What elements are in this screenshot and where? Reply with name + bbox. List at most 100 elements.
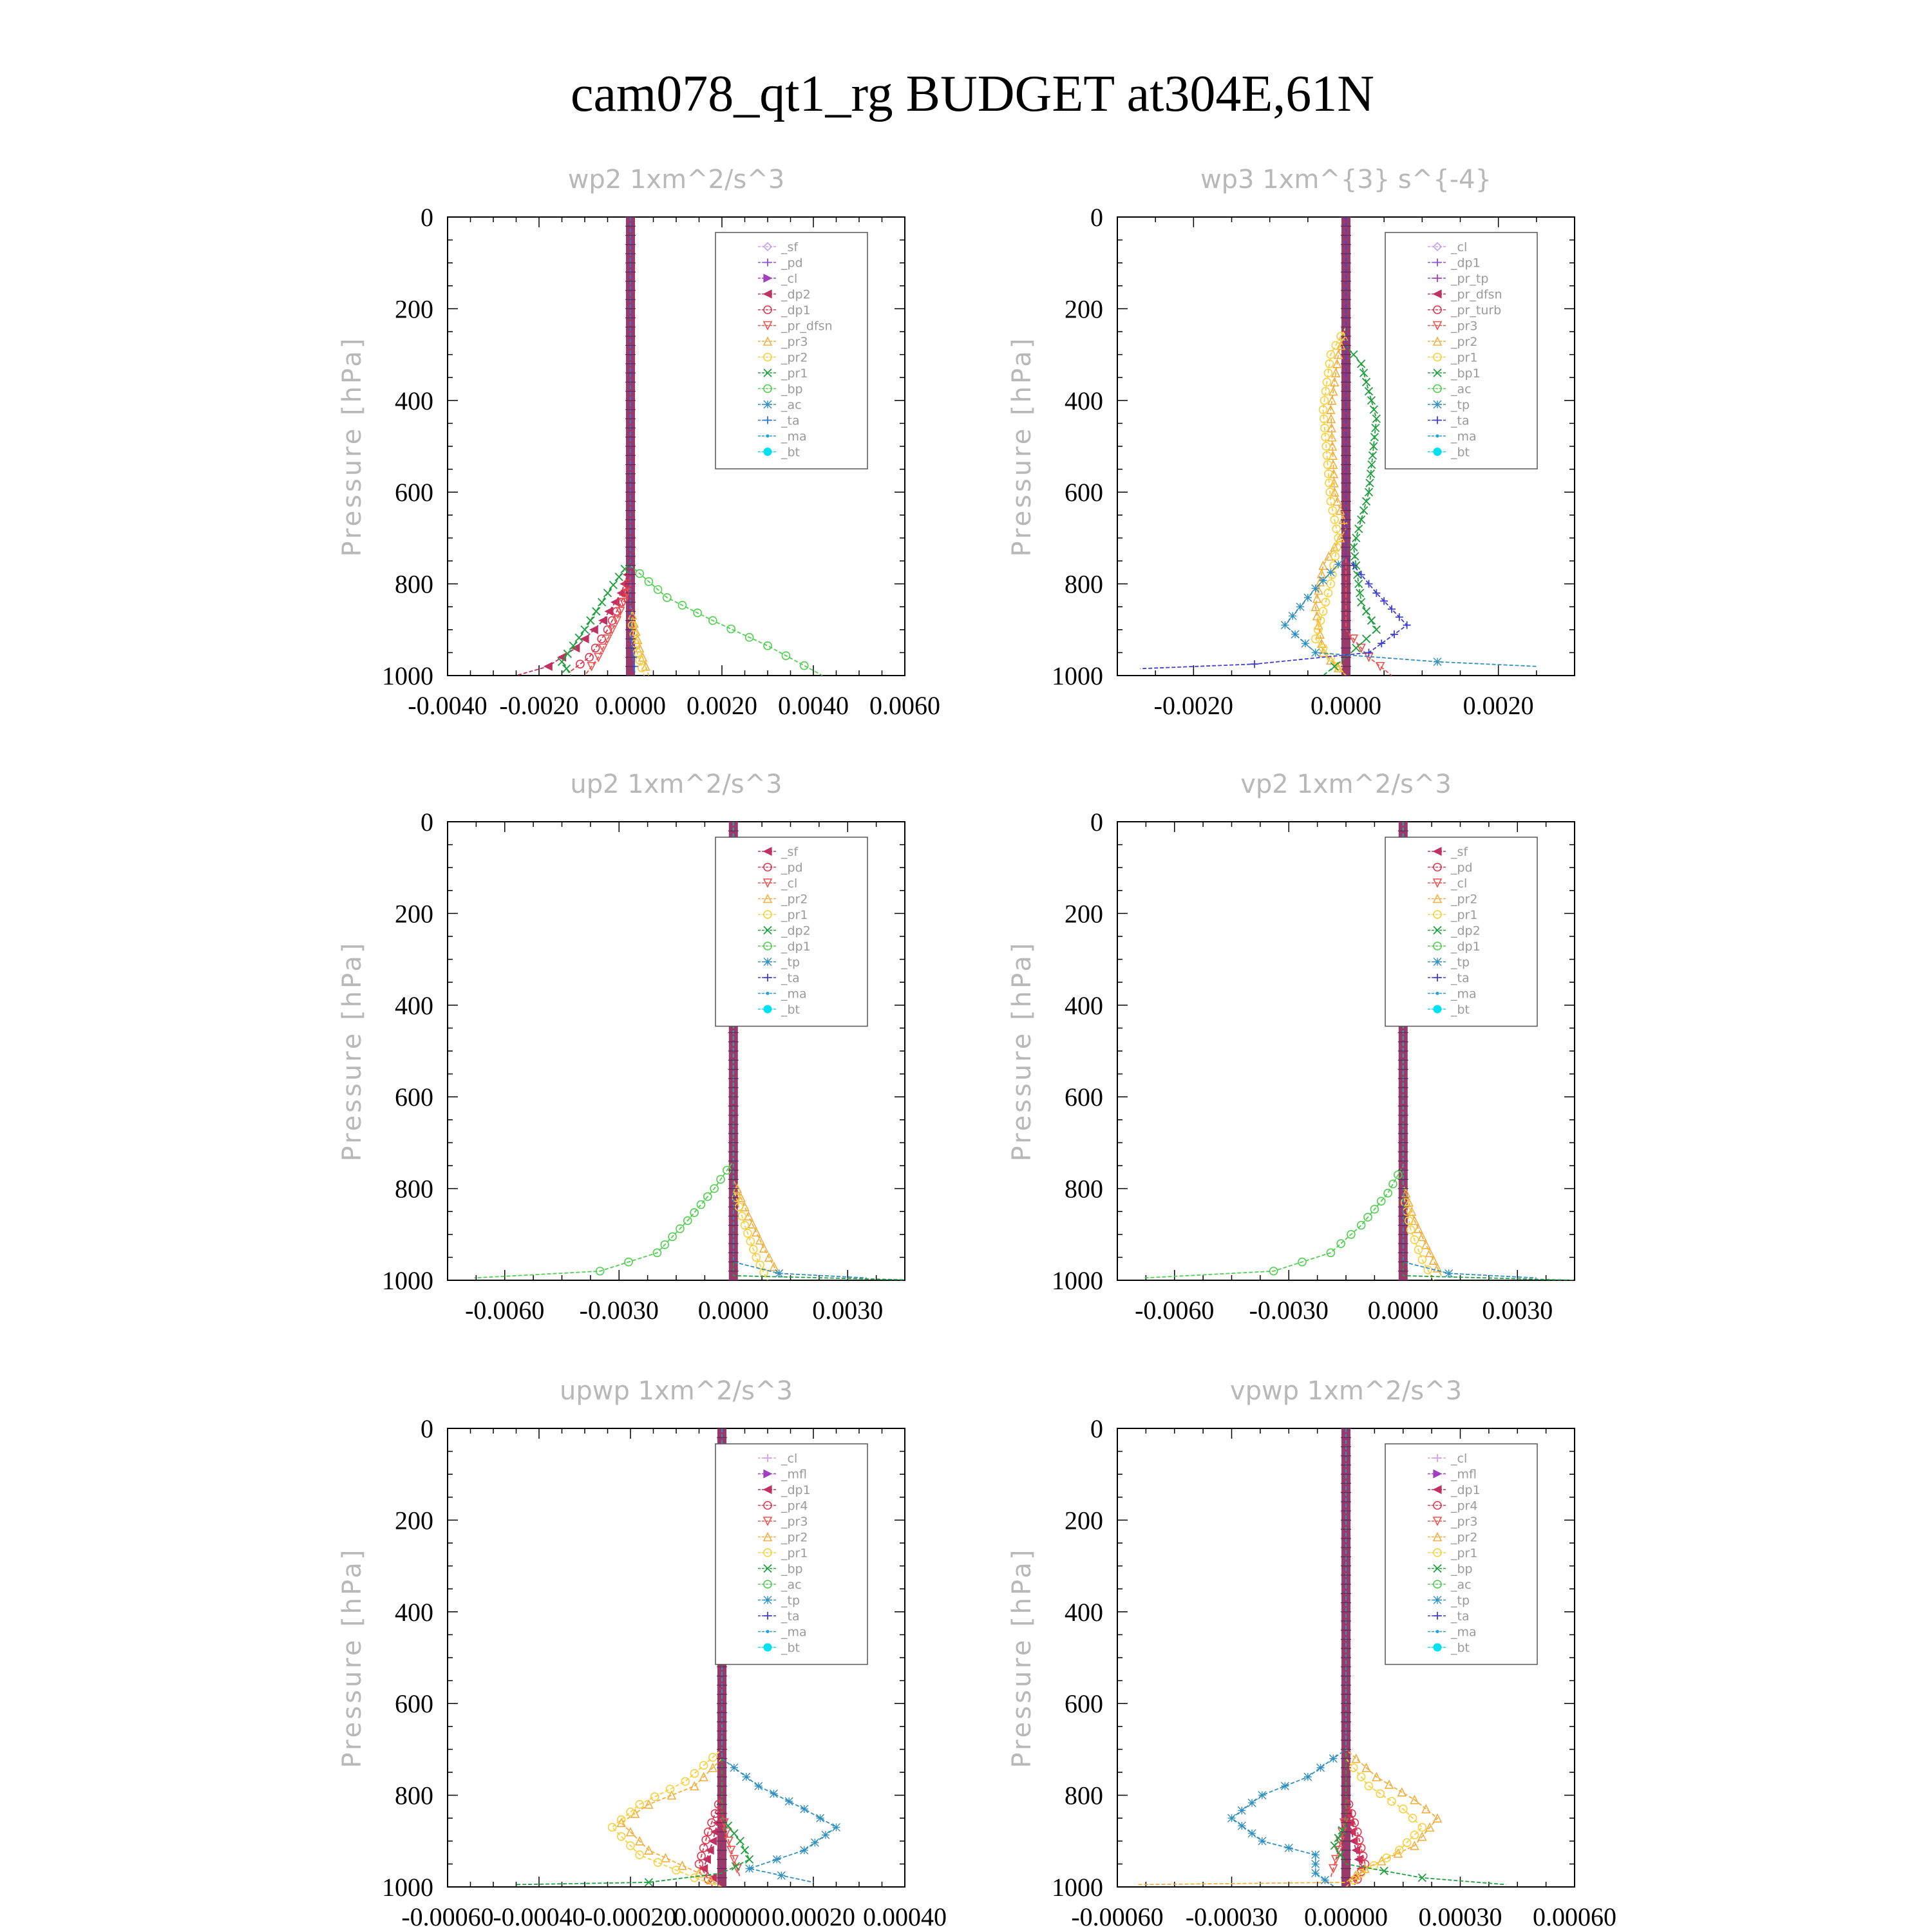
data-marker [1361,497,1371,506]
legend-marker [763,958,772,966]
legend-marker [763,942,772,951]
data-marker [1323,589,1333,598]
data-marker [1326,350,1336,359]
data-marker [1313,625,1323,634]
series-line [611,1428,723,1887]
panels: wp2 1xm^2/s^3 Pressure [hPa] 0 200 400 600 800… [337,165,1616,1931]
legend-item: _dp1 [758,1483,811,1497]
data-marker [708,1836,717,1846]
data-marker [1408,1814,1417,1823]
legend-label: _ta [1450,1609,1470,1624]
legend-item: _ma [758,1625,807,1640]
legend-marker [1434,1454,1441,1462]
legend-marker [1432,1531,1443,1542]
data-marker [607,625,617,635]
data-marker [580,625,589,634]
x-tick-label: 0.00020 [772,1902,855,1931]
y-tick-labels: 0 200 400 600 800 1000 [382,1414,433,1902]
data-marker [751,1227,761,1237]
legend-label: _bt [781,1641,800,1655]
y-tick-label: 1000 [1052,1873,1103,1902]
data-marker [562,664,571,673]
legend-label: _tp [1450,398,1470,412]
legend-box [1385,1443,1538,1665]
data-marker [635,569,645,578]
legend-marker [763,910,772,919]
data-marker [1316,1763,1325,1772]
x-tick-label: 0.00040 [863,1902,947,1931]
y-tick-label: 1000 [382,1266,433,1295]
data-marker [1388,605,1396,613]
data-marker [1382,1853,1391,1862]
legend-item: _pr1 [758,908,808,922]
legend-marker [1432,289,1442,299]
data-marker [1336,1850,1345,1859]
x-tick-labels: -0.0040 -0.0020 0.0000 0.0020 0.0040 0.0060 [408,691,940,720]
legend-label: _ac [781,1578,802,1592]
legend-label: _ta [781,1609,800,1624]
data-marker [1378,639,1386,648]
data-marker [653,1858,663,1867]
legend: _cl_mfl_dp1_pr4_pr3_pr2_pr1_bp_ac_tp_ta_… [1385,1443,1538,1665]
data-marker [690,1873,699,1882]
y-tick-labels: 0 200 400 600 800 1000 [382,203,433,690]
data-marker [1428,1255,1439,1265]
data-marker [694,1859,704,1869]
data-marker [769,1261,779,1271]
data-marker [1323,469,1333,478]
data-marker [1291,630,1300,639]
legend-item: _pr_turb [1428,303,1501,317]
data-marker [1318,643,1328,653]
data-marker [635,1800,645,1809]
legend-label: _dp2 [781,288,811,302]
legend-item: _ac [1428,383,1472,397]
legend-label: _dp2 [781,924,811,938]
data-marker [1349,634,1359,644]
legend-label: _cl [781,1452,797,1466]
panel-title: wp3 1xm^{3} s^{-4} [1200,165,1492,194]
data-marker [677,601,687,610]
legend-label: _pd [1450,861,1473,875]
figure-title: cam078_qt1_rg BUDGET at304E,61N [571,66,1374,122]
data-marker [1352,1827,1362,1837]
legend-label: _pr1 [781,908,808,922]
data-marker [1303,593,1312,602]
y-tick-label: 600 [395,1689,433,1718]
legend-label: _ta [781,971,800,985]
legend-item: _pd [758,861,803,875]
data-marker [800,661,809,670]
data-marker [1330,1841,1339,1850]
data-marker [1384,1779,1394,1789]
data-marker [681,1777,690,1786]
data-marker [1336,1239,1345,1248]
data-marker [1320,423,1329,433]
legend-marker [762,847,772,856]
zero-line-markers [1341,217,1351,676]
data-marker [1316,569,1327,578]
data-marker [1370,1204,1379,1214]
data-marker [1354,524,1363,533]
x-tick-label: -0.00020 [584,1902,676,1931]
data-marker [1372,1772,1381,1781]
data-marker [1327,395,1337,405]
data-marker [1364,1781,1374,1791]
data-marker [1284,1843,1293,1852]
legend-marker [763,368,772,377]
data-marker [1237,1821,1246,1830]
legend-label: _cl [1450,876,1467,891]
data-marker [1311,1850,1320,1859]
data-marker [616,1832,626,1841]
y-tick-label: 200 [1065,1506,1103,1535]
data-marker [1380,597,1388,605]
legend-item: _cl [1428,240,1467,254]
legend-item: _bt [1428,446,1470,460]
legend-marker [1435,1630,1439,1633]
y-tick-label: 200 [395,294,433,323]
data-marker [1327,422,1336,433]
legend-item: _tp [1428,1594,1470,1608]
data-marker [1375,661,1385,672]
legend-label: _ac [781,398,802,412]
data-marker [1334,1833,1343,1842]
legend-label: _pr2 [1450,335,1477,349]
y-tick-label: 400 [395,1598,433,1627]
